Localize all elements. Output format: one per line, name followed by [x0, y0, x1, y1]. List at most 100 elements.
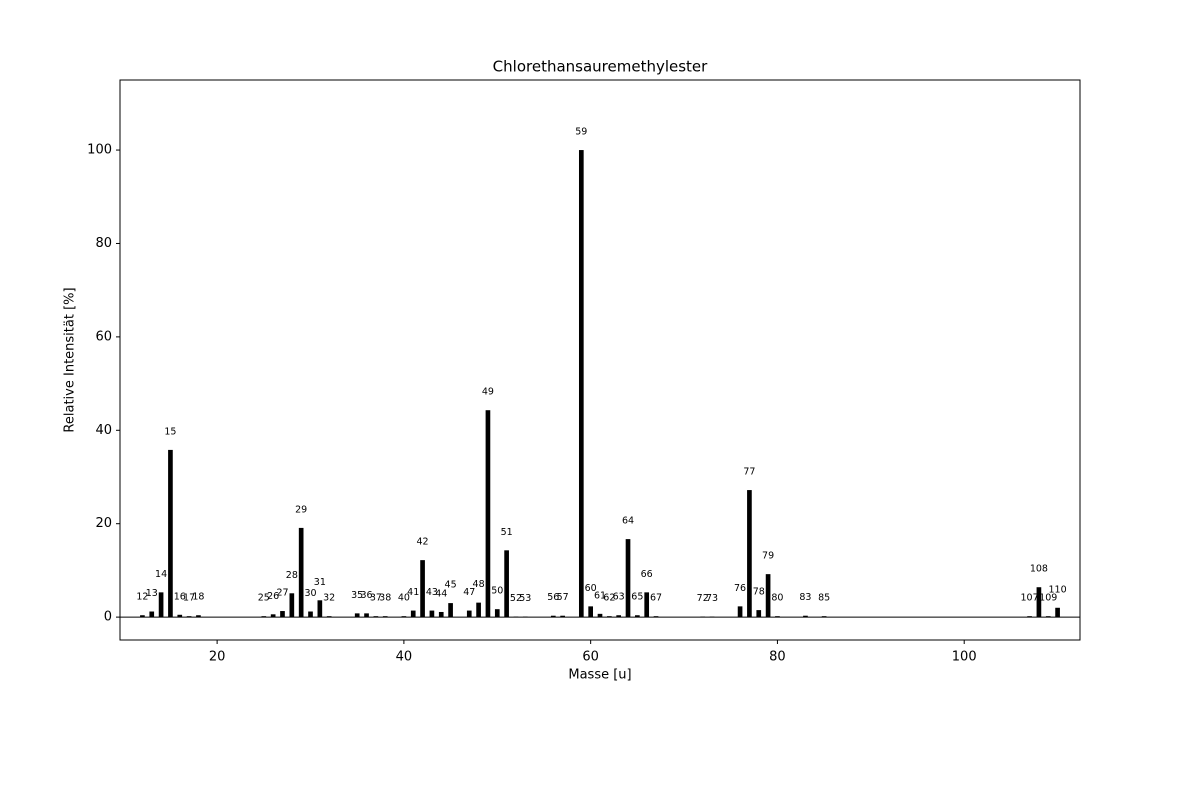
data-label: 27 — [276, 588, 288, 599]
bar — [550, 615, 556, 618]
bar — [560, 615, 565, 618]
data-label: 53 — [519, 593, 531, 604]
data-label: 12 — [136, 592, 148, 603]
data-label: 77 — [743, 467, 755, 478]
data-label: 47 — [463, 587, 475, 598]
data-label: 72 — [697, 593, 709, 604]
bar — [196, 615, 201, 618]
data-label: 110 — [1049, 584, 1067, 595]
data-label: 40 — [398, 593, 410, 604]
data-label: 85 — [818, 593, 830, 604]
bar — [485, 410, 491, 618]
bar — [410, 610, 416, 618]
data-label: 109 — [1039, 593, 1057, 604]
bar — [438, 611, 444, 618]
bar — [261, 616, 267, 618]
data-label: 43 — [426, 587, 438, 598]
x-tick-label: 60 — [582, 650, 599, 665]
data-label: 25 — [258, 593, 270, 604]
data-label: 78 — [753, 587, 765, 598]
bar — [364, 613, 369, 618]
data-label: 56 — [547, 592, 559, 603]
data-label: 52 — [510, 593, 522, 604]
data-label: 13 — [146, 588, 158, 599]
bar — [280, 611, 285, 618]
bar — [1055, 607, 1060, 618]
bar — [186, 616, 192, 618]
bar — [308, 611, 313, 618]
y-tick-label: 20 — [95, 516, 112, 531]
data-label: 49 — [482, 387, 494, 398]
y-axis-label: Relative Intensität [%] — [63, 287, 78, 432]
x-tick-label: 100 — [952, 650, 977, 665]
bar — [494, 609, 500, 618]
bar — [578, 150, 584, 618]
data-label: 16 — [174, 591, 186, 602]
data-label: 30 — [304, 588, 316, 599]
bar — [635, 615, 640, 618]
bar — [616, 615, 622, 618]
bar — [653, 616, 659, 618]
bar — [270, 614, 276, 618]
bar — [420, 560, 425, 618]
data-label: 60 — [585, 583, 597, 594]
data-label: 17 — [183, 593, 195, 604]
bar — [737, 606, 743, 618]
data-label: 37 — [370, 593, 382, 604]
x-axis-label: Masse [u] — [568, 668, 631, 683]
bar — [177, 614, 183, 618]
data-label: 42 — [417, 537, 429, 548]
bar — [644, 592, 650, 618]
data-label: 18 — [192, 592, 204, 603]
bar — [756, 610, 762, 618]
bar — [401, 616, 407, 618]
bar — [803, 615, 808, 618]
data-label: 28 — [286, 570, 298, 581]
data-label: 31 — [314, 577, 326, 588]
bar — [448, 603, 453, 618]
y-tick-label: 0 — [104, 610, 112, 625]
data-label: 14 — [155, 569, 167, 580]
data-label: 79 — [762, 551, 774, 562]
data-label: 57 — [557, 592, 569, 603]
y-tick-label: 40 — [95, 423, 112, 438]
data-label: 26 — [267, 591, 279, 602]
bar — [373, 616, 379, 618]
bar — [326, 616, 332, 618]
data-label: 32 — [323, 593, 335, 604]
bar — [317, 600, 323, 618]
x-tick-label: 80 — [769, 650, 786, 665]
bar — [625, 539, 631, 618]
data-label: 63 — [613, 592, 625, 603]
bar — [1036, 587, 1042, 618]
bar — [1027, 616, 1032, 618]
x-tick-label: 20 — [209, 650, 226, 665]
bar — [466, 610, 472, 618]
data-label: 107 — [1021, 593, 1039, 604]
bar — [597, 613, 603, 618]
data-label: 83 — [799, 592, 811, 603]
bar — [607, 616, 612, 618]
data-label: 64 — [622, 516, 634, 527]
data-label: 35 — [351, 590, 363, 601]
data-label: 76 — [734, 583, 746, 594]
y-tick-label: 80 — [95, 236, 112, 251]
bar — [354, 613, 360, 618]
data-label: 48 — [473, 579, 485, 590]
data-label: 38 — [379, 593, 391, 604]
y-tick-label: 100 — [87, 143, 112, 158]
data-label: 61 — [594, 590, 606, 601]
bar — [504, 550, 509, 618]
data-label: 44 — [435, 588, 447, 599]
y-tick-label: 60 — [95, 329, 112, 344]
data-label: 67 — [650, 593, 662, 604]
bar — [158, 592, 164, 618]
bar — [476, 602, 481, 618]
bar — [821, 616, 827, 618]
bar — [747, 490, 752, 618]
data-label: 108 — [1030, 564, 1048, 575]
data-label: 50 — [491, 586, 503, 597]
data-label: 15 — [164, 426, 176, 437]
bar — [289, 593, 295, 618]
